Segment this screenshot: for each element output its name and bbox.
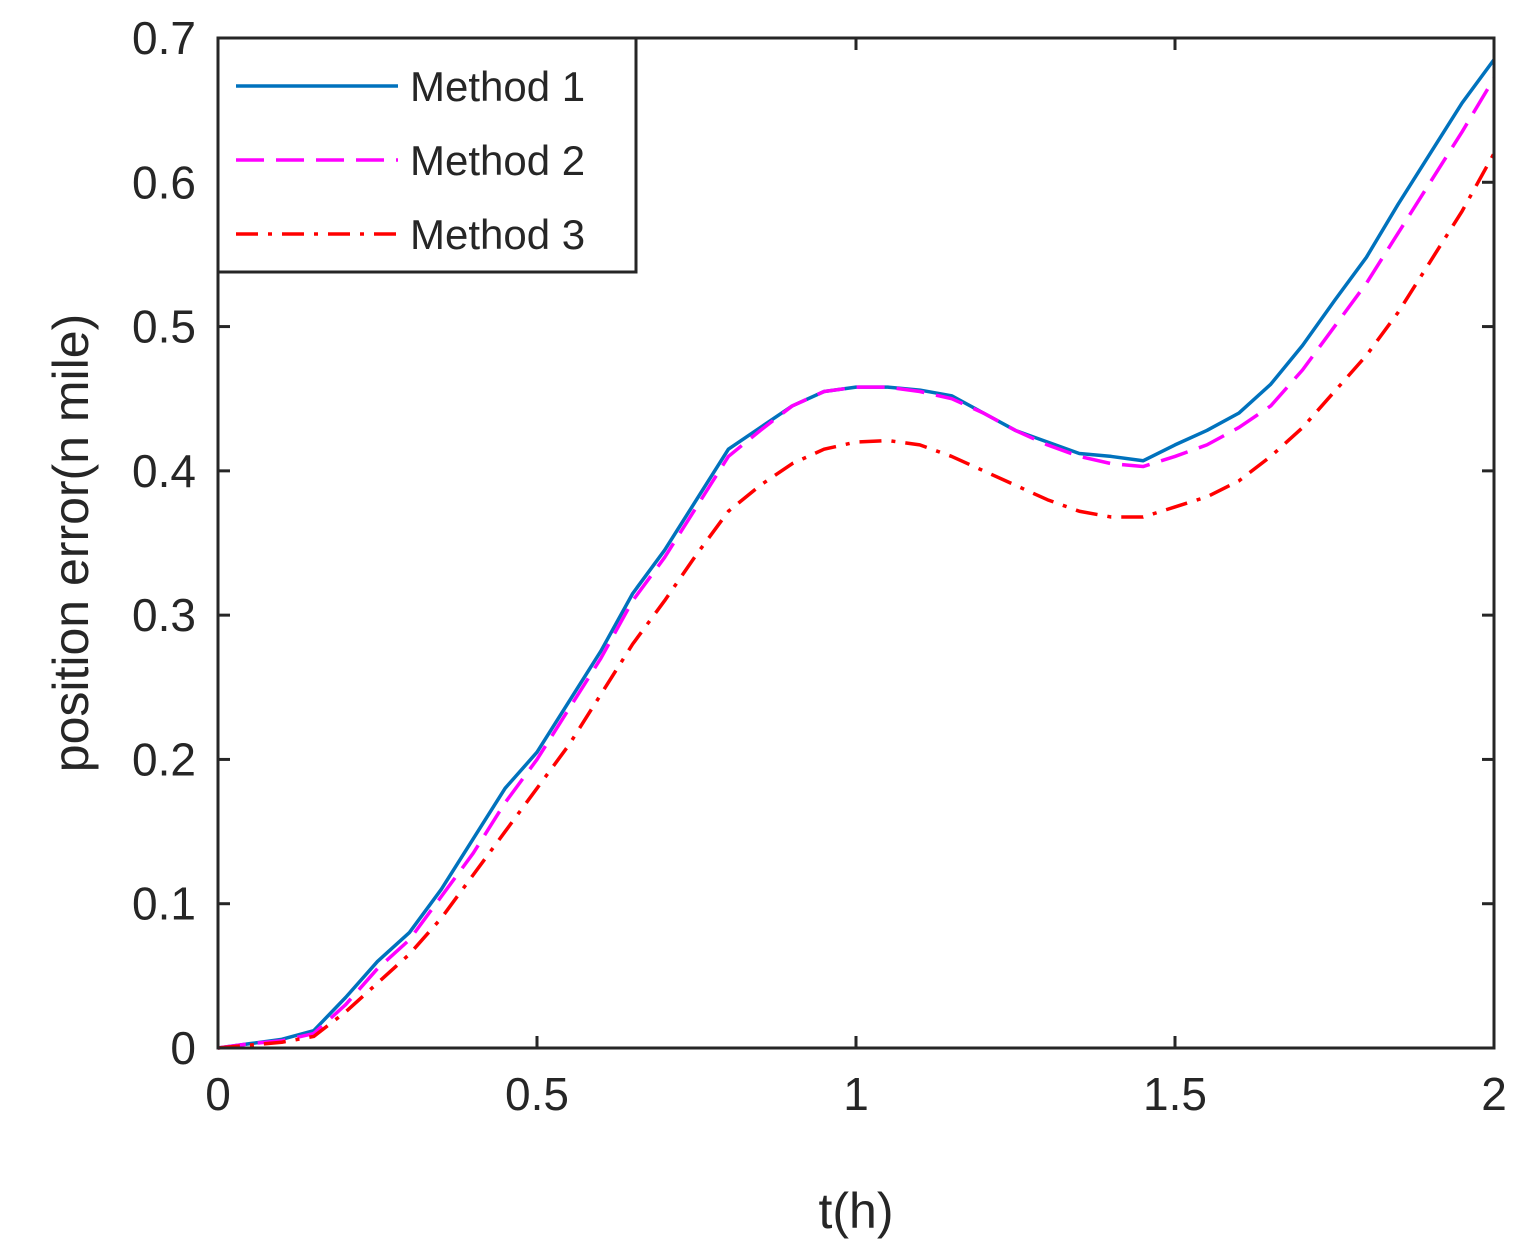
x-tick-label: 0.5 bbox=[505, 1068, 569, 1120]
legend-label-method-1: Method 1 bbox=[410, 63, 585, 110]
y-tick-label: 0.7 bbox=[132, 12, 196, 64]
series-line-method-2 bbox=[217, 77, 1496, 1050]
y-tick-label: 0.1 bbox=[132, 878, 196, 930]
legend-label-method-3: Method 3 bbox=[410, 211, 585, 258]
axes: 0 0.5 1 1.5 2 0 0.1 0.2 0.3 0.4 0.5 0.6 0.7 t(h) posit… bbox=[43, 12, 1507, 1239]
legend-label-method-2: Method 2 bbox=[410, 137, 585, 184]
y-tick-label: 0.5 bbox=[132, 301, 196, 353]
x-tick-label: 0 bbox=[205, 1068, 231, 1120]
x-tick-label: 2 bbox=[1481, 1068, 1507, 1120]
series-line-method-1 bbox=[217, 58, 1496, 1050]
y-tick-label: 0 bbox=[170, 1022, 196, 1074]
x-tick-label: 1.5 bbox=[1143, 1068, 1207, 1120]
x-tick-label: 1 bbox=[843, 1068, 869, 1120]
series-layer bbox=[217, 58, 1496, 1050]
legend: Method 1 Method 2 Method 3 bbox=[216, 36, 638, 274]
y-tick-label: 0.3 bbox=[132, 589, 196, 641]
y-tick-label: 0.6 bbox=[132, 156, 196, 208]
y-tick-label: 0.2 bbox=[132, 733, 196, 785]
x-axis-label: t(h) bbox=[819, 1183, 894, 1239]
y-tick-label: 0.4 bbox=[132, 445, 196, 497]
y-axis-label: position error(n mile) bbox=[43, 314, 99, 772]
